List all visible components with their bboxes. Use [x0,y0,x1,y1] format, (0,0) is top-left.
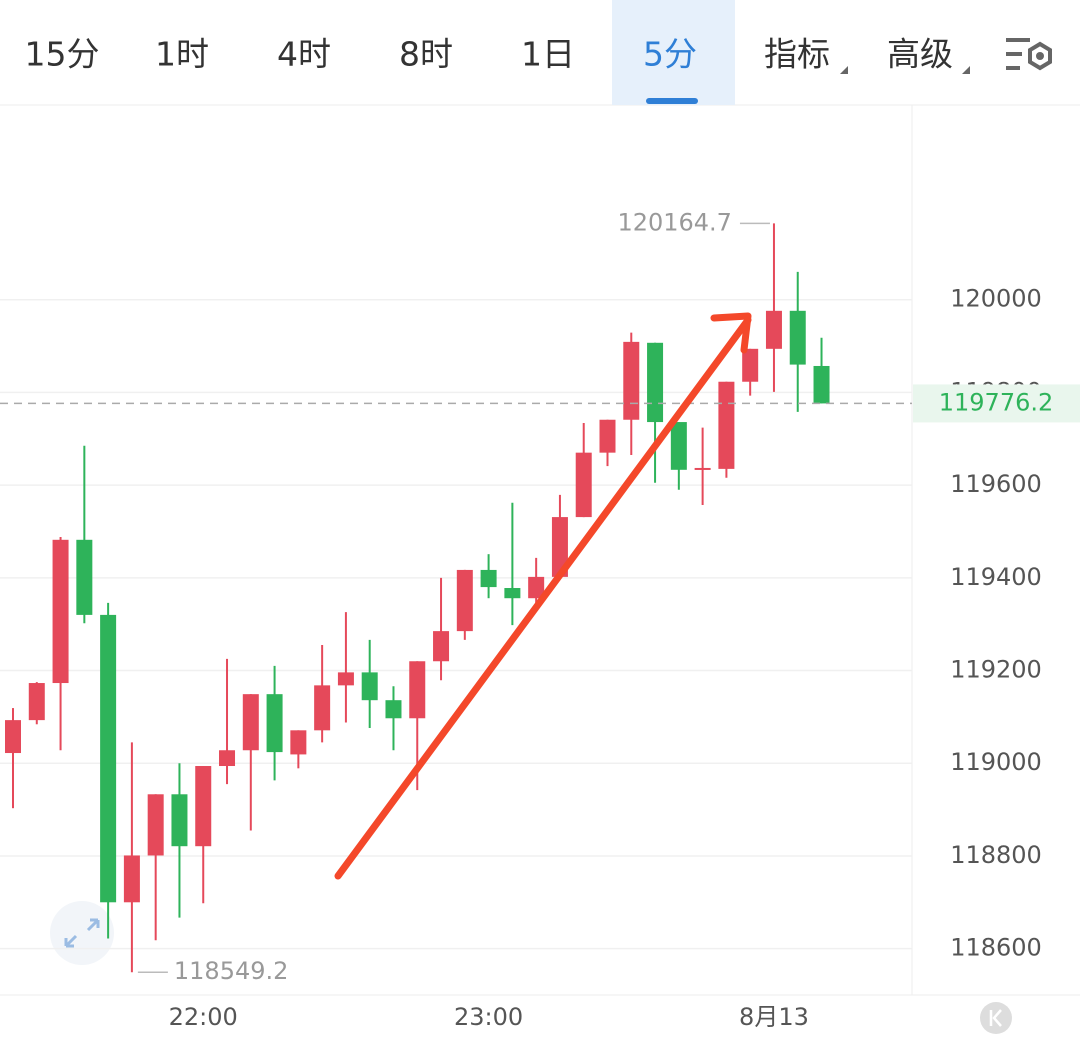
candle-body [647,342,664,423]
candle-body [52,539,69,684]
candle-body [504,588,521,599]
scroll-latest-button[interactable] [980,1002,1012,1034]
candle-body [480,569,497,588]
max-label: 120164.7 [617,208,732,236]
y-tick-label: 119400 [950,563,1042,591]
y-tick-label: 119600 [950,470,1042,498]
candle-body [456,569,473,632]
candle-body [219,750,236,767]
candle-body [76,539,93,615]
candle-body [623,341,640,420]
candle-body [765,310,782,349]
scroll-latest-icon [989,1009,1002,1027]
tab-bar: 15分 1时 4时 8时 1日 5分 指标 高级 [0,0,1080,106]
candle-body [575,452,592,518]
tab[interactable]: 5分 [643,35,697,74]
candle-body [670,422,687,470]
settings-icon-hex [1028,41,1052,71]
x-tick-label: 23:00 [454,1003,523,1031]
candle-body [813,365,830,404]
dropdown-indicator [962,66,970,74]
candle-body [361,672,378,701]
tab[interactable]: 高级 [887,35,953,74]
x-tick-label: 8月13 [739,1003,809,1031]
candle-body [290,730,307,755]
last-price-label: 119776.2 [939,388,1054,416]
tab[interactable]: 1日 [521,35,575,74]
tab[interactable]: 指标 [764,35,830,74]
tab[interactable]: 4时 [277,35,331,74]
candle-body [28,683,45,721]
y-tick-label: 120000 [950,285,1042,313]
candle-body [266,694,283,753]
candle-body [171,794,188,847]
y-tick-label: 118800 [950,841,1042,869]
tab[interactable]: 1时 [155,35,209,74]
tab[interactable]: 15分 [25,35,100,74]
y-tick-label: 118600 [950,934,1042,962]
candle-body [742,348,759,382]
candle-body [147,794,164,856]
dropdown-indicator [840,66,848,74]
candle-body [100,614,117,903]
settings-icon[interactable] [1006,38,1030,70]
candle-body [242,694,259,751]
candle-body [195,766,212,847]
trend-arrow-head [710,312,752,354]
candle-body [718,381,735,469]
candle-body [385,700,402,719]
y-tick-label: 119200 [950,656,1042,684]
trend-arrow [334,316,752,880]
candle-body [528,576,545,599]
candle-body [551,517,568,577]
candle-body [314,685,331,731]
min-label: 118549.2 [174,957,289,985]
active-tab-bg [612,0,735,105]
candle-body [123,855,140,903]
candle-body [337,672,354,686]
candle-body [789,310,806,365]
candle-body [5,720,21,754]
expand-button[interactable] [50,901,114,965]
last-price-box [913,384,1080,423]
tab[interactable]: 8时 [399,35,453,74]
candle-body [409,661,426,719]
plot-area [0,105,1080,996]
candle-body [599,419,616,453]
x-tick-label: 22:00 [169,1003,238,1031]
active-tab-underline [646,98,698,104]
settings-icon-dot [1036,52,1044,60]
expand-icon [64,918,100,948]
candle-body [433,631,450,662]
y-tick-label: 119000 [950,748,1042,776]
candle-body [694,467,711,470]
